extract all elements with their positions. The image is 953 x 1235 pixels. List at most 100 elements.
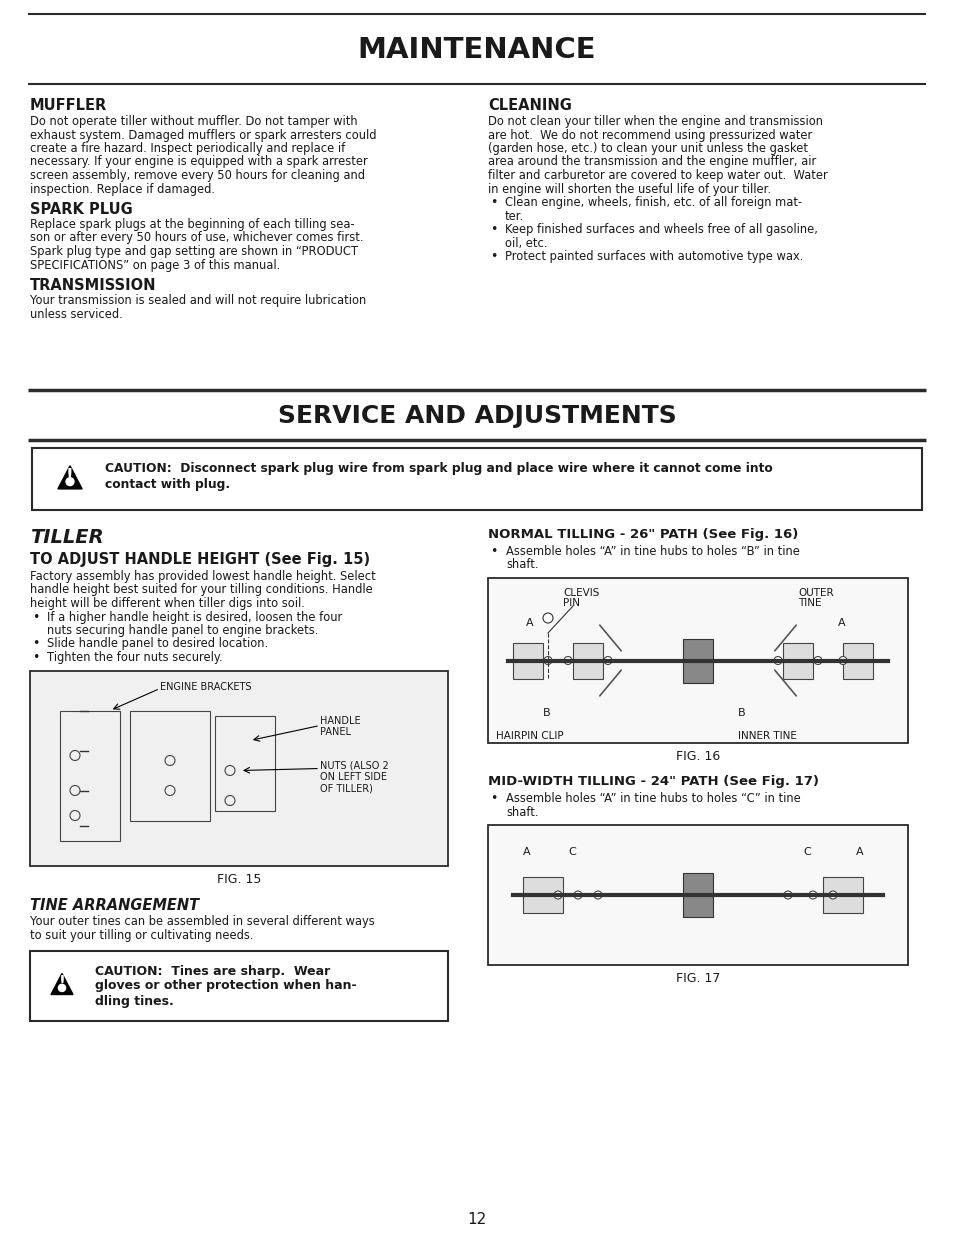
Text: Tighten the four nuts securely.: Tighten the four nuts securely. xyxy=(47,651,222,664)
Text: A: A xyxy=(837,618,844,629)
Text: •: • xyxy=(32,610,39,624)
Text: HAIRPIN CLIP: HAIRPIN CLIP xyxy=(496,731,563,741)
Text: C: C xyxy=(567,847,576,857)
Text: in engine will shorten the useful life of your tiller.: in engine will shorten the useful life o… xyxy=(488,183,770,195)
Bar xyxy=(573,642,602,678)
Text: CLEVIS: CLEVIS xyxy=(562,588,598,598)
Polygon shape xyxy=(51,973,73,994)
Text: PIN: PIN xyxy=(562,598,579,608)
Text: are hot.  We do not recommend using pressurized water: are hot. We do not recommend using press… xyxy=(488,128,811,142)
Text: •: • xyxy=(490,545,497,558)
Bar xyxy=(842,642,872,678)
Text: !: ! xyxy=(66,467,73,484)
Text: screen assembly, remove every 50 hours for cleaning and: screen assembly, remove every 50 hours f… xyxy=(30,169,365,182)
Text: OUTER: OUTER xyxy=(797,588,833,598)
Circle shape xyxy=(828,890,836,899)
Bar xyxy=(60,710,120,841)
Text: height will be different when tiller digs into soil.: height will be different when tiller dig… xyxy=(30,597,305,610)
Text: necessary. If your engine is equipped with a spark arrester: necessary. If your engine is equipped wi… xyxy=(30,156,367,168)
Text: (garden hose, etc.) to clean your unit unless the gasket: (garden hose, etc.) to clean your unit u… xyxy=(488,142,807,156)
Text: •: • xyxy=(490,196,497,209)
Text: •: • xyxy=(490,249,497,263)
Text: Assemble holes “A” in tine hubs to holes “C” in tine: Assemble holes “A” in tine hubs to holes… xyxy=(505,792,800,805)
Circle shape xyxy=(783,890,791,899)
Text: If a higher handle height is desired, loosen the four: If a higher handle height is desired, lo… xyxy=(47,610,342,624)
Text: TINE: TINE xyxy=(797,598,821,608)
Text: Factory assembly has provided lowest handle height. Select: Factory assembly has provided lowest han… xyxy=(30,571,375,583)
Text: Do not clean your tiller when the engine and transmission: Do not clean your tiller when the engine… xyxy=(488,115,822,128)
Text: exhaust system. Damaged mufflers or spark arresters could: exhaust system. Damaged mufflers or spar… xyxy=(30,128,376,142)
Text: Protect painted surfaces with automotive type wax.: Protect painted surfaces with automotive… xyxy=(504,249,802,263)
Text: filter and carburetor are covered to keep water out.  Water: filter and carburetor are covered to kee… xyxy=(488,169,827,182)
Text: NUTS (ALSO 2
ON LEFT SIDE
OF TILLER): NUTS (ALSO 2 ON LEFT SIDE OF TILLER) xyxy=(319,761,388,794)
Bar xyxy=(488,578,907,743)
Text: !: ! xyxy=(58,974,66,990)
Text: dling tines.: dling tines. xyxy=(95,994,173,1008)
Text: B: B xyxy=(542,708,550,718)
Text: TO ADJUST HANDLE HEIGHT (See Fig. 15): TO ADJUST HANDLE HEIGHT (See Fig. 15) xyxy=(30,552,370,567)
Text: SERVICE AND ADJUSTMENTS: SERVICE AND ADJUSTMENTS xyxy=(277,404,676,429)
Text: CAUTION:  Disconnect spark plug wire from spark plug and place wire where it can: CAUTION: Disconnect spark plug wire from… xyxy=(105,462,772,475)
Text: MAINTENANCE: MAINTENANCE xyxy=(357,36,596,64)
Text: INNER TINE: INNER TINE xyxy=(738,731,796,741)
Text: FIG. 16: FIG. 16 xyxy=(675,751,720,763)
Text: handle height best suited for your tilling conditions. Handle: handle height best suited for your tilli… xyxy=(30,583,373,597)
Text: nuts securing handle panel to engine brackets.: nuts securing handle panel to engine bra… xyxy=(47,624,318,637)
Text: SPARK PLUG: SPARK PLUG xyxy=(30,203,132,217)
Text: Your transmission is sealed and will not require lubrication: Your transmission is sealed and will not… xyxy=(30,294,366,308)
Text: Keep finished surfaces and wheels free of all gasoline,: Keep finished surfaces and wheels free o… xyxy=(504,224,817,236)
Text: create a fire hazard. Inspect periodically and replace if: create a fire hazard. Inspect periodical… xyxy=(30,142,345,156)
Bar xyxy=(488,825,907,965)
Bar xyxy=(822,877,862,913)
Bar xyxy=(522,877,562,913)
Text: unless serviced.: unless serviced. xyxy=(30,308,123,321)
Bar xyxy=(30,672,447,864)
Circle shape xyxy=(574,890,581,899)
Text: CAUTION:  Tines are sharp.  Wear: CAUTION: Tines are sharp. Wear xyxy=(95,965,330,977)
Bar xyxy=(489,826,906,965)
Bar xyxy=(682,873,712,918)
Circle shape xyxy=(813,657,821,664)
Bar xyxy=(30,951,448,1020)
Text: TINE ARRANGEMENT: TINE ARRANGEMENT xyxy=(30,898,199,913)
Text: NORMAL TILLING - 26" PATH (See Fig. 16): NORMAL TILLING - 26" PATH (See Fig. 16) xyxy=(488,529,798,541)
Text: Slide handle panel to desired location.: Slide handle panel to desired location. xyxy=(47,637,268,651)
Text: •: • xyxy=(490,224,497,236)
Text: Do not operate tiller without muffler. Do not tamper with: Do not operate tiller without muffler. D… xyxy=(30,115,357,128)
Bar xyxy=(513,642,542,678)
Text: C: C xyxy=(802,847,810,857)
Text: son or after every 50 hours of use, whichever comes first.: son or after every 50 hours of use, whic… xyxy=(30,231,363,245)
Polygon shape xyxy=(58,466,82,489)
Bar xyxy=(214,715,274,810)
Text: MUFFLER: MUFFLER xyxy=(30,98,107,112)
Text: A: A xyxy=(525,618,533,629)
Text: Spark plug type and gap setting are shown in “PRODUCT: Spark plug type and gap setting are show… xyxy=(30,245,357,258)
Circle shape xyxy=(838,657,846,664)
Text: 12: 12 xyxy=(467,1213,486,1228)
Circle shape xyxy=(58,984,66,992)
Bar xyxy=(32,448,921,510)
Bar xyxy=(489,579,906,742)
Text: CLEANING: CLEANING xyxy=(488,98,571,112)
Text: ENGINE BRACKETS: ENGINE BRACKETS xyxy=(160,683,252,693)
Circle shape xyxy=(594,890,601,899)
Bar xyxy=(30,671,448,866)
Text: Clean engine, wheels, finish, etc. of all foreign mat-: Clean engine, wheels, finish, etc. of al… xyxy=(504,196,801,209)
Text: Your outer tines can be assembled in several different ways: Your outer tines can be assembled in sev… xyxy=(30,915,375,929)
Text: A: A xyxy=(855,847,862,857)
Text: SPECIFICATIONS” on page 3 of this manual.: SPECIFICATIONS” on page 3 of this manual… xyxy=(30,258,280,272)
Text: area around the transmission and the engine muffler, air: area around the transmission and the eng… xyxy=(488,156,816,168)
Circle shape xyxy=(66,478,74,485)
Circle shape xyxy=(563,657,572,664)
Text: •: • xyxy=(32,637,39,651)
Text: FIG. 17: FIG. 17 xyxy=(675,972,720,986)
Text: inspection. Replace if damaged.: inspection. Replace if damaged. xyxy=(30,183,214,195)
Text: TILLER: TILLER xyxy=(30,529,104,547)
Circle shape xyxy=(603,657,612,664)
Text: FIG. 15: FIG. 15 xyxy=(216,873,261,885)
Text: Assemble holes “A” in tine hubs to holes “B” in tine: Assemble holes “A” in tine hubs to holes… xyxy=(505,545,799,558)
Circle shape xyxy=(554,890,561,899)
Text: MID-WIDTH TILLING - 24" PATH (See Fig. 17): MID-WIDTH TILLING - 24" PATH (See Fig. 1… xyxy=(488,776,818,788)
Text: gloves or other protection when han-: gloves or other protection when han- xyxy=(95,979,356,993)
Circle shape xyxy=(542,613,553,622)
